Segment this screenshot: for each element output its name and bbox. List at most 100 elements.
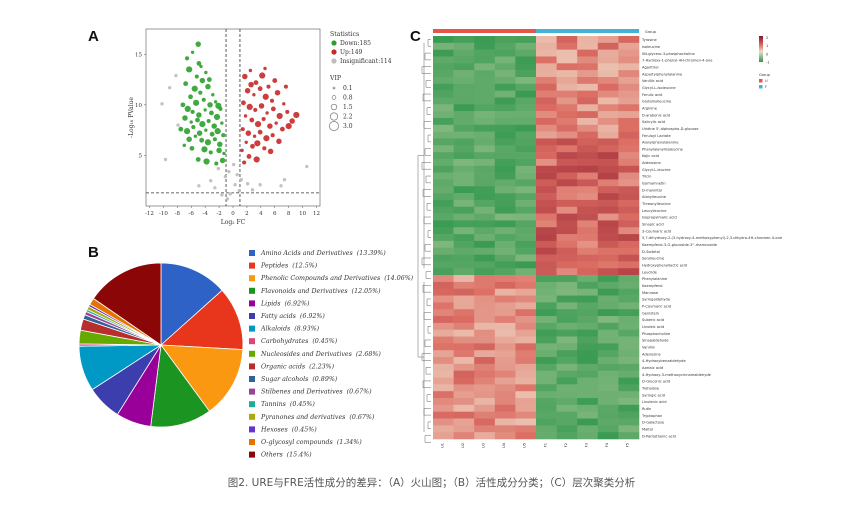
- y-tick-label: 15: [135, 52, 142, 58]
- heatmap-color-scale: [759, 36, 763, 62]
- heatmap-cell: [433, 247, 454, 255]
- pie-legend-label: Alkaloids: [260, 326, 291, 333]
- heatmap-cell: [536, 111, 557, 119]
- heatmap-cell: [515, 329, 537, 337]
- heatmap-cell: [453, 172, 475, 180]
- scatter-point: [199, 137, 205, 143]
- heatmap-cell: [556, 404, 578, 412]
- heatmap-cell: [536, 97, 557, 105]
- group-legend-swatch: [759, 85, 763, 89]
- scatter-point: [246, 103, 253, 110]
- heatmap-cell: [515, 418, 537, 426]
- heatmap-cell: [474, 247, 496, 255]
- heatmap-cell: [597, 152, 619, 160]
- pie-legend-label: Phenolic Compounds and Derivatives: [260, 275, 381, 282]
- scatter-point: [250, 143, 255, 149]
- heatmap-cell: [577, 288, 599, 296]
- row-label: D-arabonic acid: [642, 113, 670, 117]
- heatmap-cell: [556, 370, 578, 378]
- heatmap-cell: [453, 227, 475, 235]
- scatter-point: [183, 128, 191, 135]
- heatmap-cell: [597, 247, 619, 255]
- heatmap-cell: [618, 336, 640, 344]
- scatter-point: [186, 136, 192, 142]
- heatmap-cell: [618, 343, 640, 351]
- heatmap-cell: [556, 220, 578, 228]
- heatmap-cell: [536, 343, 557, 351]
- heatmap-cell: [433, 322, 454, 331]
- heatmap-cell: [597, 275, 619, 283]
- heatmap-cell: [597, 411, 619, 419]
- row-label: Rutin: [642, 407, 651, 411]
- scatter-point: [163, 157, 168, 162]
- heatmap-cell: [474, 104, 496, 112]
- heatmap-cell: [494, 172, 516, 180]
- scatter-point: [240, 127, 245, 132]
- heatmap-cell: [577, 42, 599, 50]
- scatter-point: [252, 134, 257, 138]
- pie-legend-item: Pyranones and derivatives (0.67%): [260, 414, 375, 421]
- pie-legend-label: Sugar alcohols: [261, 376, 309, 383]
- heatmap-cell: [433, 49, 454, 57]
- scatter-point: [196, 130, 203, 136]
- heatmap-cell: [556, 275, 578, 283]
- heatmap-cell: [474, 316, 496, 324]
- scatter-point: [194, 74, 199, 79]
- heatmap-cell: [577, 391, 599, 399]
- legend-marker: [331, 40, 337, 46]
- heatmap-cell: [597, 377, 619, 385]
- heatmap-cell: [494, 261, 516, 269]
- heatmap-cell: [618, 281, 640, 290]
- heatmap-cell: [597, 111, 619, 119]
- scatter-point: [213, 186, 217, 190]
- heatmap-cell: [453, 49, 475, 57]
- pie-legend-percent: (15.4%): [287, 452, 312, 459]
- heatmap-cell: [474, 145, 496, 153]
- scatter-point: [201, 97, 206, 102]
- heatmap-cell: [577, 90, 599, 98]
- pie-legend-item: Others (15.4%): [261, 452, 312, 459]
- heatmap-cell: [618, 398, 640, 406]
- heatmap-cell: [433, 179, 454, 187]
- scale-label: -1: [766, 60, 770, 64]
- heatmap-cell: [577, 370, 599, 378]
- heatmap-cell: [474, 90, 496, 98]
- heatmap-cell: [515, 76, 537, 85]
- heatmap-cell: [556, 363, 578, 371]
- heatmap-cell: [597, 425, 619, 433]
- heatmap-cell: [556, 104, 578, 112]
- y-axis-label: -Log₁₀ PValue: [128, 97, 135, 138]
- heatmap-cell: [536, 186, 557, 194]
- heatmap-cell: [536, 56, 557, 64]
- heatmap-cell: [474, 76, 496, 85]
- heatmap-cell: [474, 329, 496, 337]
- heatmap-cell: [577, 343, 599, 351]
- heatmap-cell: [577, 384, 599, 392]
- heatmap-cell: [577, 152, 599, 160]
- heatmap-cell: [618, 391, 640, 399]
- heatmap-cell: [556, 234, 578, 242]
- row-label: Tricin: [641, 175, 651, 179]
- heatmap-cell: [433, 117, 454, 126]
- heatmap-cell: [556, 418, 578, 426]
- pie-legend-swatch: [249, 350, 255, 357]
- heatmap-cell: [556, 193, 578, 201]
- heatmap-cell: [556, 199, 578, 208]
- heatmap-cell: [536, 254, 557, 262]
- heatmap-cell: [433, 254, 454, 262]
- heatmap-cell: [597, 309, 619, 317]
- heatmap-cell: [577, 70, 599, 78]
- heatmap-cell: [577, 329, 599, 337]
- pie-legend-label: Stilbenes and Derivatives: [261, 389, 343, 396]
- group-legend-title: Group: [759, 73, 771, 77]
- pie-legend-item: Peptides (12.5%): [260, 263, 318, 270]
- heatmap-cell: [474, 179, 496, 187]
- scatter-point: [195, 41, 201, 47]
- heatmap-cell: [433, 309, 454, 317]
- heatmap-cell: [556, 336, 578, 344]
- legend-label: Insignificant:114: [340, 58, 392, 65]
- heatmap-cell: [597, 104, 619, 112]
- heatmap-cell: [618, 425, 640, 433]
- heatmap-cell: [618, 404, 640, 412]
- heatmap-cell: [433, 227, 454, 235]
